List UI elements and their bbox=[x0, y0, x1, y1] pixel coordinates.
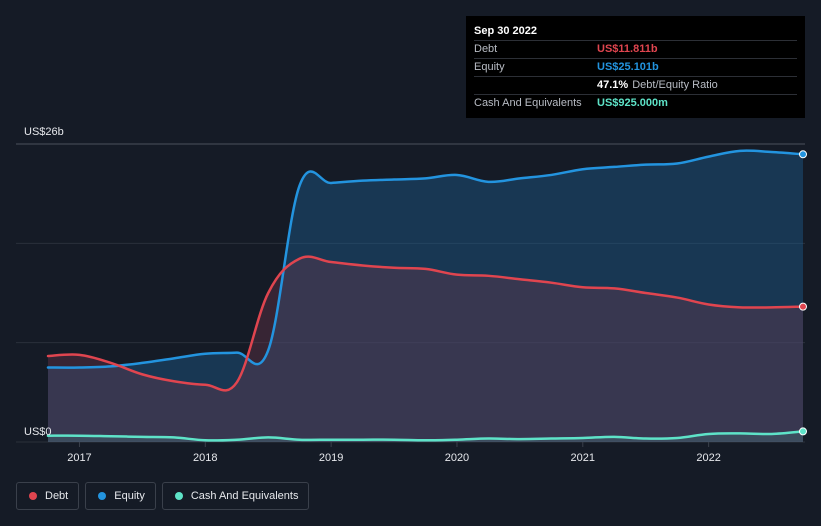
endpoint-cash bbox=[799, 427, 807, 436]
tooltip-row-cash: Cash And Equivalents US$925.000m bbox=[474, 94, 797, 112]
series-endpoints bbox=[799, 150, 807, 436]
area-debt bbox=[48, 256, 803, 442]
tooltip-cash-label: Cash And Equivalents bbox=[474, 97, 582, 109]
legend-label-cash: Cash And Equivalents bbox=[190, 490, 299, 502]
tooltip-row-debt: Debt US$11.811b bbox=[474, 40, 797, 58]
tooltip-equity-value: US$25.101b bbox=[597, 61, 659, 73]
chart-legend: Debt Equity Cash And Equivalents bbox=[16, 482, 315, 510]
y-tick-label-max: US$26b bbox=[24, 126, 64, 138]
x-tick-label-2022: 2022 bbox=[696, 452, 720, 464]
area-equity bbox=[48, 150, 803, 443]
area-cash bbox=[48, 431, 803, 442]
tooltip-ratio-spacer bbox=[474, 77, 597, 94]
area-fills bbox=[48, 150, 803, 443]
legend-dot-equity bbox=[98, 492, 107, 500]
tooltip-ratio-label: Debt/Equity Ratio bbox=[632, 79, 718, 91]
legend-dot-debt bbox=[29, 492, 37, 500]
legend-label-debt: Debt bbox=[45, 490, 69, 502]
tooltip-cash-value: US$925.000m bbox=[597, 97, 668, 109]
x-tick-label-2017: 2017 bbox=[67, 452, 91, 464]
endpoint-debt bbox=[799, 302, 807, 311]
legend-item-equity[interactable]: Equity bbox=[85, 482, 156, 510]
x-tick-label-2019: 2019 bbox=[319, 452, 343, 464]
tooltip-debt-label: Debt bbox=[474, 43, 498, 55]
tooltip-ratio-value: 47.1% bbox=[597, 79, 629, 91]
tooltip-equity-label: Equity bbox=[474, 61, 505, 73]
y-axis: US$0 US$26b bbox=[24, 126, 64, 438]
legend-dot-cash bbox=[174, 492, 183, 500]
legend-item-cash[interactable]: Cash And Equivalents bbox=[161, 482, 310, 510]
x-tick-label-2018: 2018 bbox=[193, 452, 217, 464]
line-equity bbox=[46, 149, 805, 369]
series-lines bbox=[46, 149, 805, 442]
tooltip-row-ratio: 47.1% Debt/Equity Ratio bbox=[474, 76, 797, 94]
line-debt bbox=[46, 255, 805, 392]
tooltip-date: Sep 30 2022 bbox=[474, 25, 537, 37]
data-tooltip: Sep 30 2022 Debt US$11.811b Equity US$25… bbox=[466, 16, 805, 118]
grid-lines bbox=[16, 143, 805, 443]
legend-label-equity: Equity bbox=[114, 490, 145, 502]
x-axis: 2017 2018 2019 2020 2021 2022 bbox=[67, 442, 721, 464]
x-tick-label-2020: 2020 bbox=[445, 452, 469, 464]
endpoint-equity bbox=[799, 150, 807, 159]
legend-item-debt[interactable]: Debt bbox=[16, 482, 80, 510]
tooltip-debt-value: US$11.811b bbox=[597, 43, 658, 55]
tooltip-row-equity: Equity US$25.101b bbox=[474, 58, 797, 76]
line-cash bbox=[46, 430, 805, 442]
y-tick-label-min: US$0 bbox=[24, 426, 52, 438]
x-tick-label-2021: 2021 bbox=[571, 452, 595, 464]
